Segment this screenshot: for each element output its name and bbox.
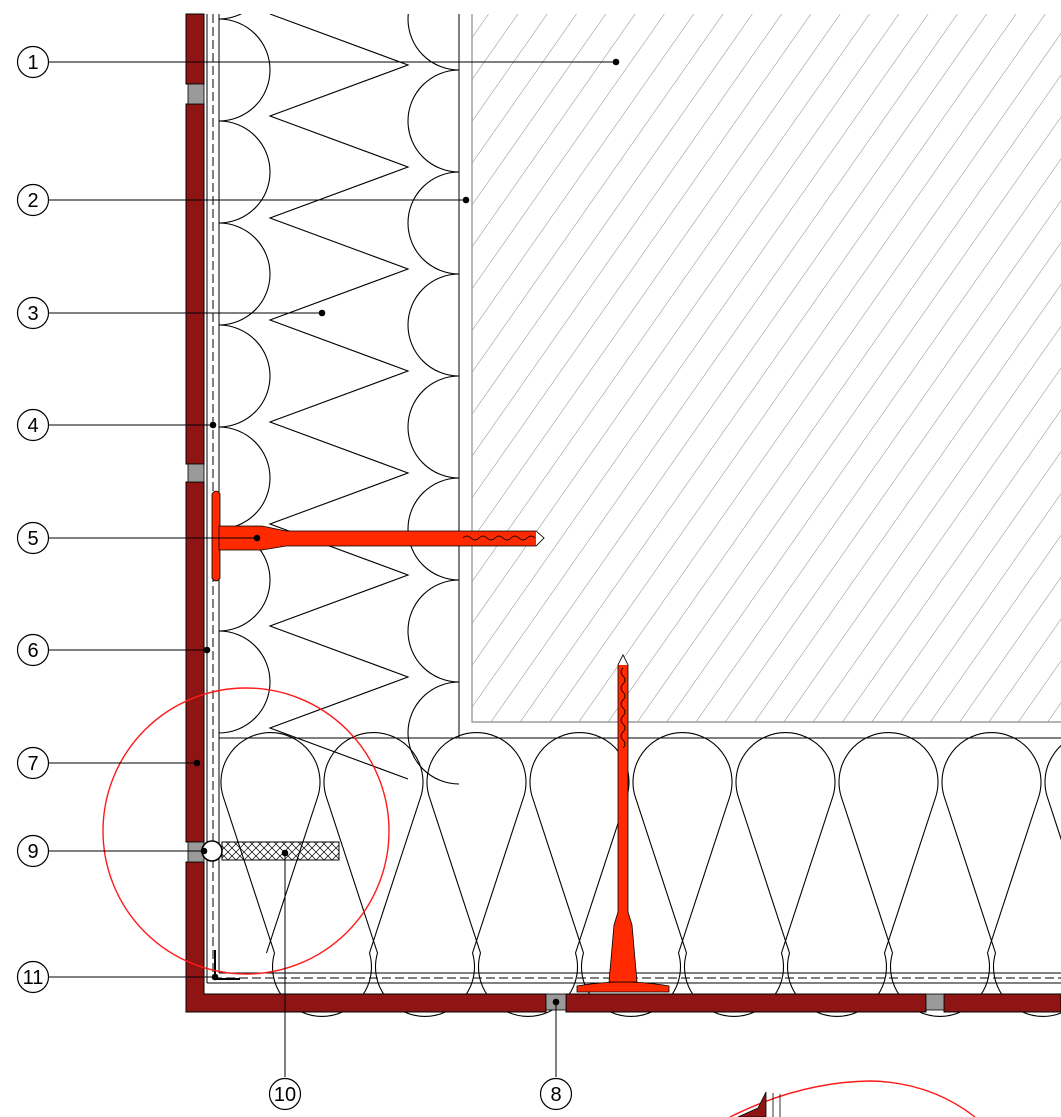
callout-6-label: 6 [27,640,38,662]
reinforcement-mesh [221,841,340,861]
callout-3: 3 [16,296,50,330]
cladding-panel-bottom-right [943,993,1061,1013]
callout-10-label: 10 [274,1084,296,1106]
insulation-anchor-horizontal [211,490,545,582]
horizontal-insulation [220,732,1061,1017]
callout-9: 9 [16,834,50,868]
cladding-panel-middle [185,481,205,843]
insulation-anchor-vertical [576,654,670,993]
joint-vertical-1 [187,83,205,105]
callout-7: 7 [16,746,50,780]
cladding-panel-upper [185,103,205,465]
joint-horizontal-2 [925,993,945,1011]
callout-4-label: 4 [27,415,38,437]
detail-preview-fragment [737,1091,767,1117]
concrete-wall-hatched [471,14,1061,723]
callout-8-label: 8 [550,1084,561,1106]
callout-1-label: 1 [27,52,38,74]
callout-3-label: 3 [27,303,38,325]
callout-7-label: 7 [27,753,38,775]
callout-5: 5 [16,521,50,555]
callout-9-label: 9 [27,841,38,863]
callout-11-label: 11 [23,967,44,989]
callout-2-label: 2 [27,190,38,212]
callout-5-label: 5 [27,528,38,550]
detail-circle-partial [729,1080,976,1117]
joint-vertical-2 [187,463,205,483]
callout-11: 11 [16,960,50,994]
callout-2: 2 [16,183,50,217]
callout-6: 6 [16,633,50,667]
callout-10: 10 [268,1077,302,1111]
detail-circle-corner [102,687,390,975]
cladding-joints [187,83,945,1011]
callout-4: 4 [16,408,50,442]
backer-rod-and-mesh [201,840,340,862]
vertical-insulation [218,0,460,785]
callout-1: 1 [16,45,50,79]
leader-lines [49,58,620,1077]
callout-8: 8 [539,1077,573,1111]
cladding-panel-bottom [565,993,927,1013]
cladding-panel-top [185,13,205,85]
